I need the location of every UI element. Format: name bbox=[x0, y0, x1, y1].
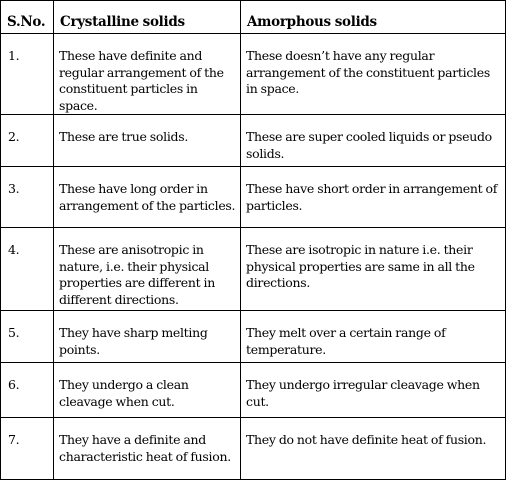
header-row: S.No. Crystalline solids Amorphous solid… bbox=[0, 0, 506, 34]
amorphous-cell: These are isotropic in nature i.e. their… bbox=[240, 227, 506, 311]
crystalline-cell: These are true solids. bbox=[53, 114, 241, 167]
crystalline-cell: They have a definite and characteristic … bbox=[53, 417, 241, 480]
crystalline-cell: These are anisotropic in nature, i.e. th… bbox=[53, 227, 241, 311]
header-amorphous: Amorphous solids bbox=[240, 0, 506, 34]
table-row: 3. These have long order in arrangement … bbox=[0, 166, 506, 228]
header-crystalline: Crystalline solids bbox=[53, 0, 241, 34]
crystalline-cell: These have definite and regular arrangem… bbox=[53, 33, 241, 115]
row-number: 4. bbox=[0, 227, 54, 311]
row-number: 7. bbox=[0, 417, 54, 480]
amorphous-cell: They do not have definite heat of fusion… bbox=[240, 417, 506, 480]
amorphous-cell: These doesn’t have any regular arrangeme… bbox=[240, 33, 506, 115]
table-row: 1. These have definite and regular arran… bbox=[0, 33, 506, 115]
amorphous-cell: These have short order in arrangement of… bbox=[240, 166, 506, 228]
table-row: 7. They have a definite and characterist… bbox=[0, 417, 506, 480]
table-row: 4. These are anisotropic in nature, i.e.… bbox=[0, 227, 506, 311]
header-sno: S.No. bbox=[0, 0, 54, 34]
table-row: 5. They have sharp melting points. They … bbox=[0, 310, 506, 363]
row-number: 3. bbox=[0, 166, 54, 228]
crystalline-cell: They undergo a clean cleavage when cut. bbox=[53, 362, 241, 418]
amorphous-cell: They undergo irregular cleavage when cut… bbox=[240, 362, 506, 418]
table-row: 2. These are true solids. These are supe… bbox=[0, 114, 506, 167]
row-number: 6. bbox=[0, 362, 54, 418]
row-number: 2. bbox=[0, 114, 54, 167]
amorphous-cell: They melt over a certain range of temper… bbox=[240, 310, 506, 363]
row-number: 1. bbox=[0, 33, 54, 115]
table-row: 6. They undergo a clean cleavage when cu… bbox=[0, 362, 506, 418]
amorphous-cell: These are super cooled liquids or pseudo… bbox=[240, 114, 506, 167]
row-number: 5. bbox=[0, 310, 54, 363]
crystalline-cell: These have long order in arrangement of … bbox=[53, 166, 241, 228]
crystalline-cell: They have sharp melting points. bbox=[53, 310, 241, 363]
